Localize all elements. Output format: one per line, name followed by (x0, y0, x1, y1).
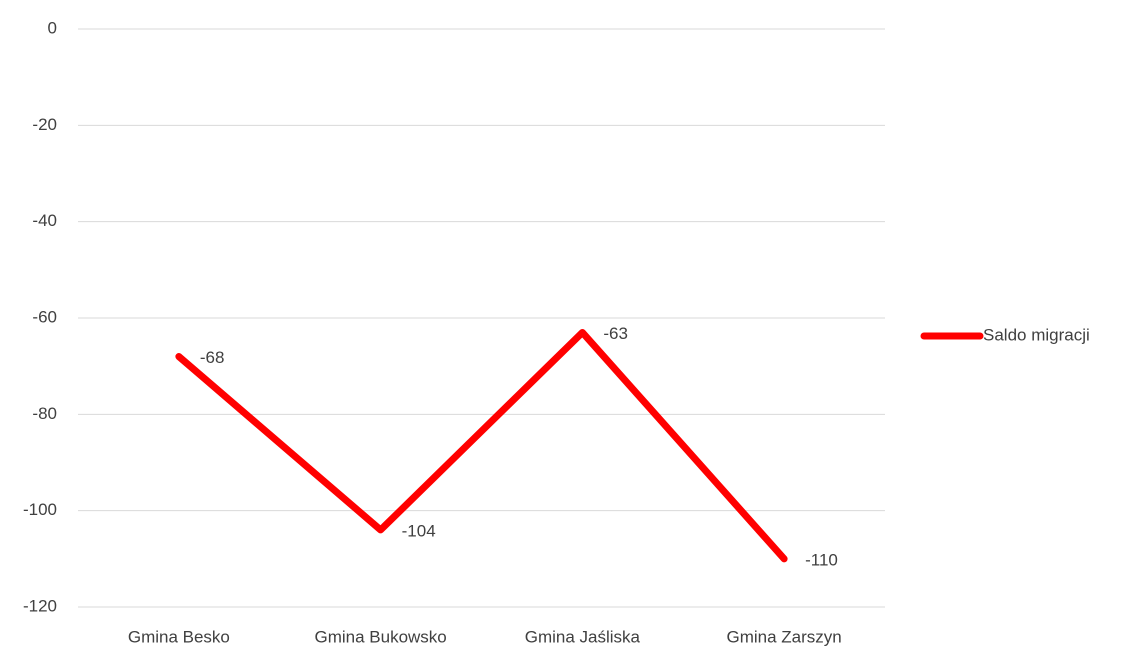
y-tick-label: -20 (32, 115, 57, 134)
x-tick-label: Gmina Besko (128, 627, 230, 646)
data-label: -104 (402, 521, 436, 540)
x-tick-label: Gmina Zarszyn (727, 627, 842, 646)
y-tick-label: -120 (23, 596, 57, 615)
legend-label: Saldo migracji (983, 325, 1090, 344)
data-label: -63 (603, 324, 628, 343)
y-tick-label: -60 (32, 307, 57, 326)
y-tick-label: 0 (48, 18, 57, 37)
y-tick-label: -100 (23, 500, 57, 519)
x-tick-label: Gmina Bukowsko (314, 627, 446, 646)
y-tick-label: -40 (32, 211, 57, 230)
data-label: -68 (200, 348, 225, 367)
series-line (175, 328, 788, 563)
x-tick-label: Gmina Jaśliska (525, 627, 641, 646)
y-tick-label: -80 (32, 404, 57, 423)
data-label: -110 (805, 550, 838, 569)
